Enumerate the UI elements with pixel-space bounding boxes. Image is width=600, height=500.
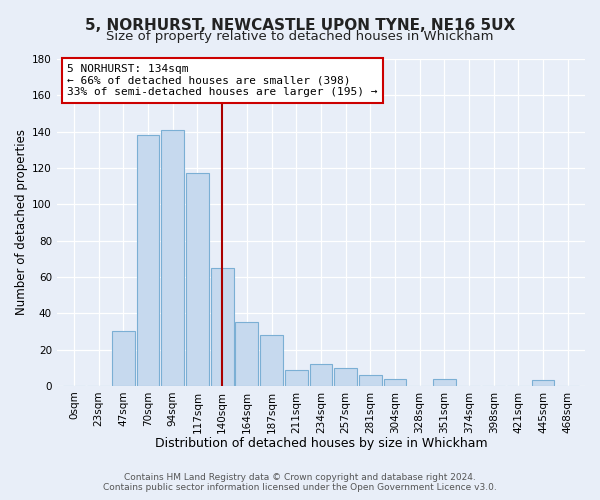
- Bar: [433, 378, 455, 386]
- Bar: [112, 332, 135, 386]
- Y-axis label: Number of detached properties: Number of detached properties: [15, 130, 28, 316]
- Bar: [285, 370, 308, 386]
- Bar: [235, 322, 258, 386]
- Bar: [359, 375, 382, 386]
- Bar: [260, 335, 283, 386]
- Bar: [211, 268, 233, 386]
- Text: Size of property relative to detached houses in Whickham: Size of property relative to detached ho…: [106, 30, 494, 43]
- Text: 5, NORHURST, NEWCASTLE UPON TYNE, NE16 5UX: 5, NORHURST, NEWCASTLE UPON TYNE, NE16 5…: [85, 18, 515, 32]
- Bar: [186, 174, 209, 386]
- Text: 5 NORHURST: 134sqm
← 66% of detached houses are smaller (398)
33% of semi-detach: 5 NORHURST: 134sqm ← 66% of detached hou…: [67, 64, 378, 97]
- Bar: [310, 364, 332, 386]
- X-axis label: Distribution of detached houses by size in Whickham: Distribution of detached houses by size …: [155, 437, 487, 450]
- Bar: [334, 368, 357, 386]
- Bar: [532, 380, 554, 386]
- Text: Contains HM Land Registry data © Crown copyright and database right 2024.
Contai: Contains HM Land Registry data © Crown c…: [103, 473, 497, 492]
- Bar: [383, 378, 406, 386]
- Bar: [137, 136, 160, 386]
- Bar: [161, 130, 184, 386]
